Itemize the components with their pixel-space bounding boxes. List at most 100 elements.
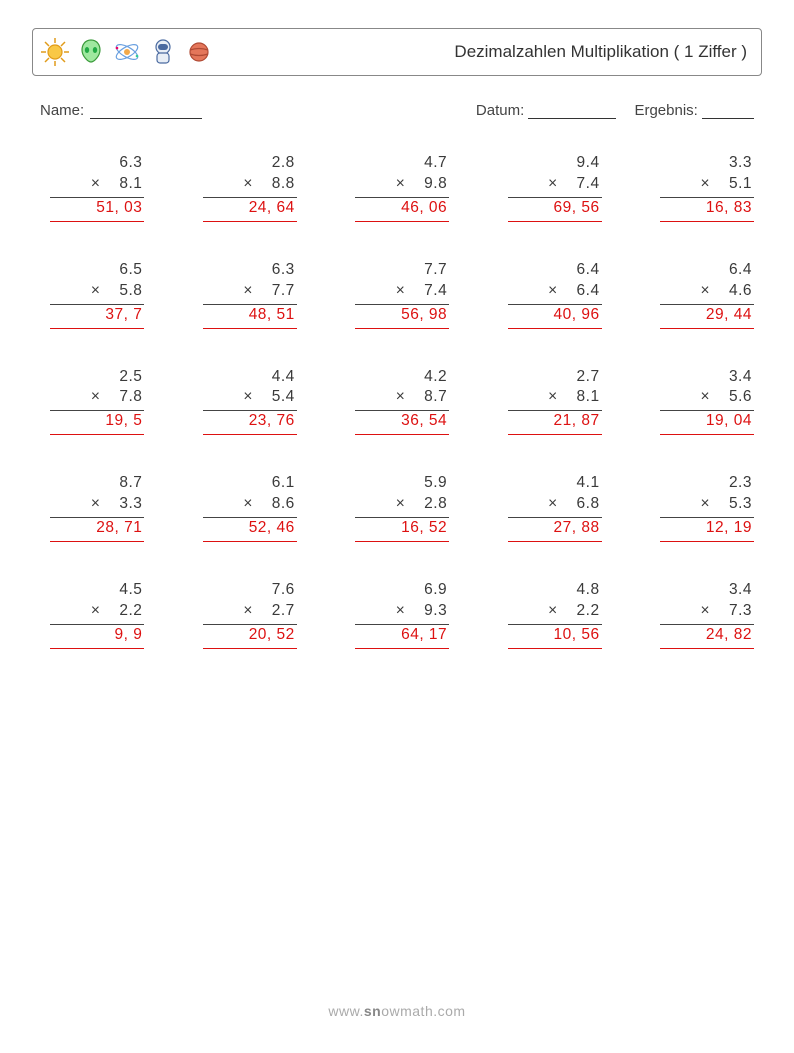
answer: 56, 98 <box>355 305 449 326</box>
answer: 29, 44 <box>660 305 754 326</box>
answer: 28, 71 <box>50 518 144 539</box>
footer-mid: sn <box>364 1003 381 1019</box>
answer: 48, 51 <box>203 305 297 326</box>
answer: 40, 96 <box>508 305 602 326</box>
answer-rule <box>203 434 297 435</box>
answer: 69, 56 <box>508 198 602 219</box>
operand-b: × 7.7 <box>203 281 297 302</box>
operand-b: × 5.4 <box>203 387 297 408</box>
answer-rule <box>50 541 144 542</box>
answer: 21, 87 <box>508 411 602 432</box>
answer-rule <box>50 328 144 329</box>
answer: 52, 46 <box>203 518 297 539</box>
answer: 23, 76 <box>203 411 297 432</box>
result-label: Ergebnis: <box>634 102 697 119</box>
footer-prefix: www. <box>328 1003 363 1019</box>
operand-b: × 5.8 <box>50 281 144 302</box>
answer-rule <box>508 434 602 435</box>
operand-a: 8.7 <box>50 473 144 494</box>
operand-b: × 5.6 <box>660 387 754 408</box>
operand-b: × 2.2 <box>50 601 144 622</box>
answer: 9, 9 <box>50 625 144 646</box>
alien-icon <box>75 36 107 68</box>
operand-b: × 6.8 <box>508 494 602 515</box>
operand-a: 4.4 <box>203 367 297 388</box>
answer-rule <box>50 648 144 649</box>
date-label: Datum: <box>476 102 524 119</box>
operand-b: × 8.7 <box>355 387 449 408</box>
operand-a: 6.9 <box>355 580 449 601</box>
operand-b: × 8.1 <box>50 174 144 195</box>
answer: 19, 04 <box>660 411 754 432</box>
problem-18: 5.9× 2.8 16, 52 <box>355 473 449 542</box>
answer-rule <box>355 328 449 329</box>
operand-b: × 7.4 <box>355 281 449 302</box>
answer-rule <box>203 648 297 649</box>
problem-25: 3.4× 7.324, 82 <box>660 580 754 649</box>
answer-rule <box>355 648 449 649</box>
answer-rule <box>508 328 602 329</box>
operand-a: 6.3 <box>50 153 144 174</box>
answer-rule <box>355 434 449 435</box>
operand-a: 6.1 <box>203 473 297 494</box>
operand-b: × 8.6 <box>203 494 297 515</box>
operand-b: × 8.8 <box>203 174 297 195</box>
name-blank[interactable] <box>90 102 202 119</box>
problem-13: 4.2× 8.736, 54 <box>355 367 449 436</box>
problem-23: 6.9× 9.364, 17 <box>355 580 449 649</box>
problem-8: 7.7× 7.4 56, 98 <box>355 260 449 329</box>
operand-a: 5.9 <box>355 473 449 494</box>
problem-7: 6.3× 7.748, 51 <box>203 260 297 329</box>
footer-mid2: ow <box>381 1003 400 1019</box>
answer-rule <box>50 434 144 435</box>
answer-rule <box>203 221 297 222</box>
operand-b: × 7.3 <box>660 601 754 622</box>
problem-9: 6.4× 6.440, 96 <box>508 260 602 329</box>
problems-grid: 6.3× 8.151, 032.8× 8.824, 644.7× 9.846, … <box>40 153 754 649</box>
answer: 24, 64 <box>203 198 297 219</box>
problem-15: 3.4× 5.6 19, 04 <box>660 367 754 436</box>
operand-b: × 2.8 <box>355 494 449 515</box>
operand-a: 3.4 <box>660 367 754 388</box>
problem-2: 2.8× 8.824, 64 <box>203 153 297 222</box>
problem-14: 2.7× 8.121, 87 <box>508 367 602 436</box>
operand-a: 7.6 <box>203 580 297 601</box>
operand-a: 7.7 <box>355 260 449 281</box>
answer: 51, 03 <box>50 198 144 219</box>
answer: 46, 06 <box>355 198 449 219</box>
answer-rule <box>660 541 754 542</box>
answer: 16, 52 <box>355 518 449 539</box>
problem-11: 2.5× 7.819, 5 <box>50 367 144 436</box>
answer-rule <box>660 328 754 329</box>
problem-1: 6.3× 8.1 51, 03 <box>50 153 144 222</box>
problem-21: 4.5× 2.29, 9 <box>50 580 144 649</box>
answer-rule <box>660 221 754 222</box>
operand-b: × 4.6 <box>660 281 754 302</box>
operand-b: × 7.8 <box>50 387 144 408</box>
footer: www.snowmath.com <box>0 1003 794 1019</box>
problem-20: 2.3× 5.312, 19 <box>660 473 754 542</box>
operand-a: 2.5 <box>50 367 144 388</box>
answer: 24, 82 <box>660 625 754 646</box>
operand-a: 2.3 <box>660 473 754 494</box>
operand-b: × 5.3 <box>660 494 754 515</box>
answer-rule <box>203 541 297 542</box>
problem-19: 4.1× 6.827, 88 <box>508 473 602 542</box>
answer-rule <box>660 648 754 649</box>
operand-b: × 5.1 <box>660 174 754 195</box>
astronaut-icon <box>147 36 179 68</box>
operand-a: 9.4 <box>508 153 602 174</box>
answer-rule <box>355 541 449 542</box>
operand-a: 4.1 <box>508 473 602 494</box>
operand-b: × 9.3 <box>355 601 449 622</box>
result-blank[interactable] <box>702 102 754 119</box>
footer-suffix: math.com <box>400 1003 465 1019</box>
problem-10: 6.4× 4.629, 44 <box>660 260 754 329</box>
problem-4: 9.4× 7.469, 56 <box>508 153 602 222</box>
date-blank[interactable] <box>528 102 616 119</box>
operand-b: × 9.8 <box>355 174 449 195</box>
answer-rule <box>50 221 144 222</box>
operand-a: 4.7 <box>355 153 449 174</box>
operand-b: × 2.7 <box>203 601 297 622</box>
answer: 37, 7 <box>50 305 144 326</box>
